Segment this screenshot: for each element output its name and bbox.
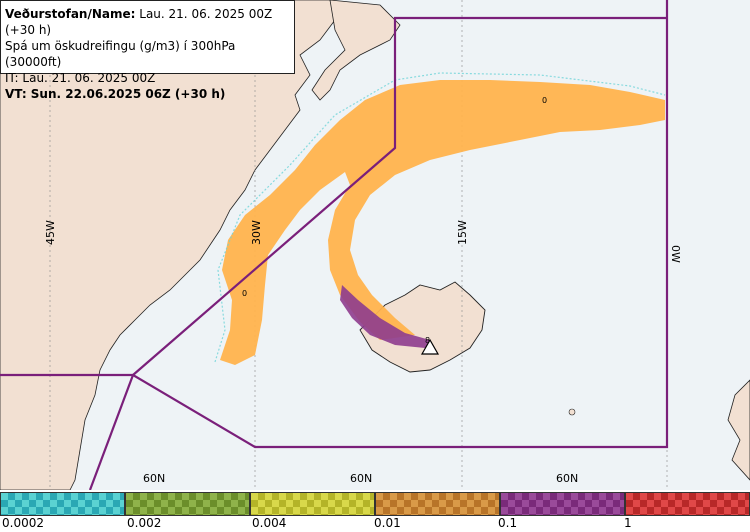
lon-label-30w: 30W <box>250 220 263 245</box>
fir-boundary <box>0 0 669 449</box>
legend-swatch-4 <box>375 492 500 516</box>
forecast-description: Spá um öskudreifingu (g/m3) í 300hPa (30… <box>5 39 236 69</box>
info-line-1: Veðurstofan/Name: Lau. 21. 06. 2025 00Z … <box>5 6 290 38</box>
greenland-land <box>0 0 336 490</box>
norway-coast <box>727 379 750 481</box>
legend-tick-3: 0.004 <box>252 516 287 530</box>
lon-label-15w: 15W <box>456 220 469 245</box>
lon-label-45w: 45W <box>44 220 57 245</box>
legend-swatch-6 <box>625 492 750 516</box>
legend-tick-2: 0.002 <box>127 516 162 530</box>
volcano-marker <box>420 338 440 355</box>
fir-boundary-south <box>88 374 135 490</box>
issue-time: Lau. 21. 06. 2025 00Z (+30 h) <box>5 7 273 37</box>
concentration-legend: 0.0002 0.002 0.004 0.01 0.1 1 <box>0 490 750 532</box>
contour-label-1: 0 <box>242 289 247 298</box>
lat-label-2: 60N <box>350 472 372 485</box>
legend-swatch-3 <box>250 492 375 516</box>
legend-tick-1: 0.0002 <box>2 516 44 530</box>
ash-plume-main <box>220 80 665 365</box>
initial-time: IT: Lau. 21. 06. 2025 00Z <box>5 71 156 85</box>
legend-swatch-2 <box>125 492 250 516</box>
legend-tick-5: 0.1 <box>498 516 518 530</box>
legend-tick-4: 0.01 <box>374 516 401 530</box>
issuer-label: Veðurstofan/Name: <box>5 7 136 21</box>
ash-plume-fringe <box>214 72 666 363</box>
contour-label-3: 8 <box>425 336 430 345</box>
ash-plume-core <box>340 285 430 348</box>
faroe-islands <box>568 408 576 416</box>
legend-swatch-1 <box>0 492 125 516</box>
fir-boundary-north <box>132 16 667 376</box>
iceland-land <box>359 281 486 373</box>
contour-label-2: 0 <box>542 96 547 105</box>
greenland-coast-detail <box>311 0 401 101</box>
forecast-info-box: Veðurstofan/Name: Lau. 21. 06. 2025 00Z … <box>0 0 295 101</box>
legend-tick-6: 1 <box>624 516 632 530</box>
lat-label-3: 60N <box>556 472 578 485</box>
lat-label-1: 60N <box>143 472 165 485</box>
valid-time: VT: Sun. 22.06.2025 06Z (+30 h) <box>5 87 226 101</box>
ash-dispersion-map[interactable]: 45W 30W 15W 0W 60N 60N 60N 0 0 8 <box>0 0 750 490</box>
lon-label-0w: 0W <box>669 245 682 263</box>
legend-swatch-5 <box>500 492 625 516</box>
